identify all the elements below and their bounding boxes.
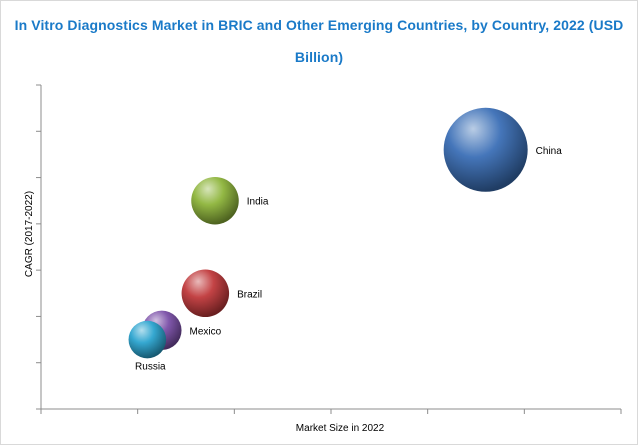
- chart-axes: [36, 84, 622, 414]
- bubble-china: [443, 107, 528, 192]
- bubble-label-russia: Russia: [135, 361, 166, 372]
- bubble-series: China India Brazil Mexico Russia: [128, 107, 563, 372]
- bubble-label-brazil: Brazil: [237, 289, 262, 300]
- chart-title-line-1: In Vitro Diagnostics Market in BRIC and …: [14, 17, 624, 33]
- x-axis-title: Market Size in 2022: [296, 423, 385, 434]
- bubble-brazil: [181, 269, 230, 318]
- y-axis-title: CAGR (2017-2022): [24, 191, 35, 277]
- bubble-india: [191, 176, 239, 225]
- chart-title: In Vitro Diagnostics Market in BRIC and …: [1, 9, 637, 73]
- bubble-label-india: India: [247, 197, 269, 208]
- chart-title-line-2: Billion): [294, 49, 344, 65]
- bubble-label-china: China: [536, 146, 563, 157]
- bubble-label-mexico: Mexico: [190, 326, 222, 337]
- bubble-russia: [128, 320, 167, 359]
